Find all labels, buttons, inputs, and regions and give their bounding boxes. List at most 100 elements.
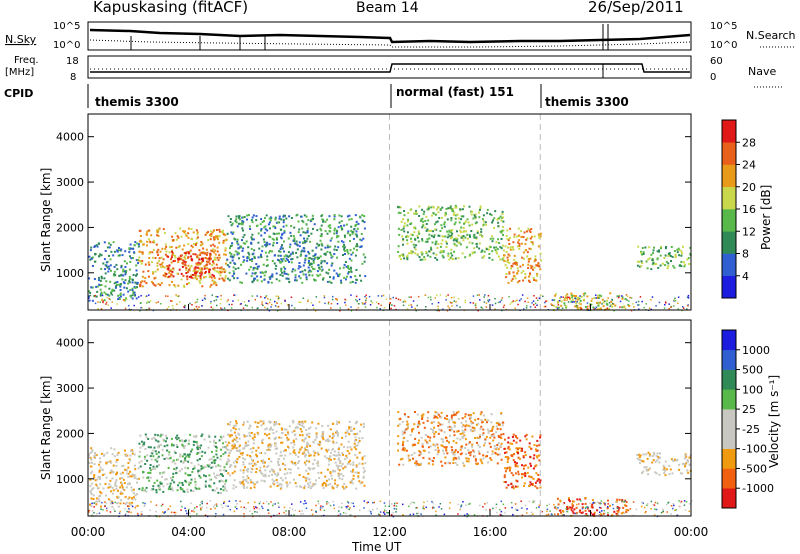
freq-label-line1: Freq. (14, 55, 39, 66)
cpid-segment-label: normal (fast) 151 (396, 85, 514, 99)
frequency-trace (90, 63, 690, 73)
colorbar-tick-label: 25 (742, 403, 756, 416)
y-tick-label: 4000 (56, 131, 84, 144)
y-tick-label: 1000 (56, 267, 84, 280)
y-tick-label: 3000 (56, 382, 84, 395)
cpid-label: CPID (4, 87, 33, 100)
echo-region (502, 227, 543, 284)
y-tick-label: 3000 (56, 176, 84, 189)
echo-region (88, 447, 140, 508)
velocity-plot-background (88, 320, 691, 516)
y-tick-label: 2000 (56, 221, 84, 234)
nave-tick-high: 60 (710, 56, 723, 67)
noise-panel: N.Sky 10^5 10^0 10^5 10^0 N.Search (5, 21, 796, 51)
colorbar-swatch (722, 468, 736, 489)
cpid-segment-label: themis 3300 (95, 95, 179, 109)
colorbar-tick-label: 12 (742, 225, 756, 238)
velocity-colorbar-label: Velocity [m s⁻¹] (767, 375, 781, 468)
velocity-y-axis-label: Slant Range [km] (39, 376, 53, 480)
noise-panel-frame (87, 21, 692, 51)
power-colorbar: 4 8 12 16 20 24 28 (721, 119, 756, 299)
near-range-echoes (88, 500, 693, 518)
date-title: 26/Sep/2011 (588, 0, 684, 16)
colorbar-frame (721, 329, 737, 509)
echo-region (226, 419, 367, 490)
colorbar-swatch (722, 369, 736, 390)
nave-label: Nave (748, 65, 776, 78)
station-title: Kapuskasing (fitACF) (93, 0, 248, 16)
power-colorbar-label: Power [dB] (759, 185, 773, 250)
colorbar-swatch (722, 428, 736, 449)
colorbar-swatch (722, 275, 736, 299)
colorbar-swatch (722, 209, 736, 232)
nsearch-tick-low: 10^0 (710, 40, 737, 51)
colorbar-swatch (722, 164, 736, 188)
colorbar-swatch (722, 448, 736, 469)
echo-region (138, 227, 228, 288)
x-axis-label: Time UT (351, 540, 402, 554)
colorbar-tick-label: 500 (742, 364, 763, 377)
nsearch-label: N.Search (746, 29, 796, 42)
velocity-marks (88, 320, 693, 518)
x-tick-label: 20:00 (573, 525, 608, 539)
velocity-y-ticks: 1000 2000 3000 4000 (56, 337, 691, 486)
echo-region (397, 204, 505, 261)
power-y-ticks: 1000 2000 3000 4000 (56, 131, 691, 280)
nsky-label: N.Sky (5, 33, 37, 46)
freq-label-line2: [MHz] (5, 67, 34, 78)
echo-region (164, 250, 215, 279)
nsearch-tick-high: 10^5 (710, 21, 737, 32)
x-tick-label: 08:00 (272, 525, 307, 539)
colorbar-tick-label: 24 (742, 159, 756, 172)
nave-tick-low: 0 (710, 72, 716, 83)
velocity-colorbar: -1000 -500 -100 -25 25 100 500 1000 (721, 329, 774, 509)
colorbar-swatch (722, 120, 736, 143)
colorbar-swatch (722, 186, 736, 210)
freq-tick-high: 18 (66, 56, 79, 67)
echo-region (397, 410, 505, 467)
nsearch-trace (89, 39, 691, 48)
x-tick-label: 00:00 (674, 525, 709, 539)
power-marks (88, 114, 692, 312)
colorbar-tick-label: 8 (742, 248, 749, 261)
colorbar-tick-label: 4 (742, 270, 749, 283)
nsky-tick-high: 10^5 (53, 21, 80, 32)
power-plot-background (88, 114, 691, 310)
x-tick-label: 16:00 (473, 525, 508, 539)
x-tick-label: 00:00 (71, 525, 106, 539)
colorbar-tick-label: -25 (742, 423, 760, 436)
colorbar-swatch (722, 253, 736, 277)
x-tick-label: 12:00 (372, 525, 407, 539)
colorbar-tick-label: 16 (742, 203, 756, 216)
echo-region (138, 433, 229, 495)
frequency-panel-frame (87, 55, 692, 79)
colorbar-tick-label: -1000 (742, 482, 774, 495)
colorbar-tick-label: 28 (742, 136, 756, 149)
y-tick-label: 4000 (56, 337, 84, 350)
cpid-panel: CPID themis 3300 normal (fast) 151 themi… (4, 84, 629, 109)
colorbar-tick-label: -500 (742, 462, 767, 475)
nsky-trace (89, 28, 691, 44)
colorbar-swatch (722, 142, 736, 165)
colorbar-swatch (722, 389, 736, 410)
freq-tick-low: 8 (70, 72, 76, 83)
colorbar-swatch (722, 330, 736, 351)
y-tick-label: 1000 (56, 473, 84, 486)
y-tick-label: 2000 (56, 427, 84, 440)
colorbar-tick-label: 1000 (742, 344, 770, 357)
power-y-axis-label: Slant Range [km] (39, 168, 53, 272)
colorbar-swatch (722, 488, 736, 509)
colorbar-swatch (722, 231, 736, 254)
cpid-segment-label: themis 3300 (545, 95, 629, 109)
beam-title: Beam 14 (356, 0, 419, 16)
echo-region (88, 241, 140, 302)
colorbar-swatch (722, 349, 736, 370)
colorbar-tick-label: 100 (742, 383, 763, 396)
power-panel: Slant Range [km] 1000 2000 3000 4000 4 8 12 16… (39, 113, 773, 312)
colorbar-tick-label: -100 (742, 443, 767, 456)
nsky-tick-low: 10^0 (53, 40, 80, 51)
x-tick-label: 04:00 (171, 525, 206, 539)
colorbar-tick-label: 20 (742, 181, 756, 194)
